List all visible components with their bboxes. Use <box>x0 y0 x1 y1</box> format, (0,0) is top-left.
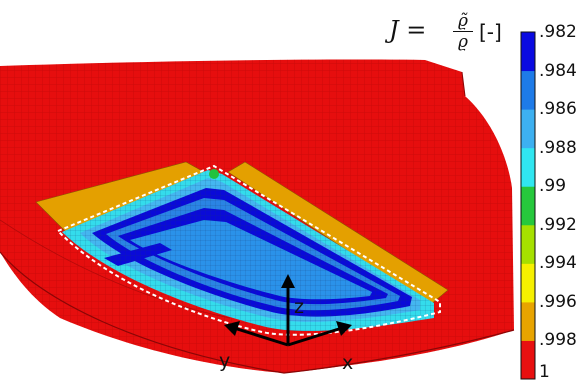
colorbar-tick-label: .986 <box>539 99 577 119</box>
x-axis-label: x <box>342 352 354 374</box>
coordinate-axes <box>224 274 352 347</box>
colorbar-segment <box>521 224 535 264</box>
dashed-boundary <box>57 164 441 336</box>
legend-formula: J = ϱ̃ ϱ [-] <box>383 12 513 52</box>
colorbar-segment <box>521 340 535 380</box>
colorbar-tick-label: 1 <box>539 362 550 382</box>
colorbar-segment <box>521 32 535 72</box>
colorbar-tick-label: .996 <box>539 291 577 312</box>
color-bar <box>520 31 536 380</box>
formula-lhs: J = <box>389 16 427 44</box>
colorbar-tick-label: .984 <box>539 60 577 81</box>
colorbar-tick-label: .988 <box>539 137 577 158</box>
formula-unit: [-] <box>479 20 502 44</box>
colorbar-tick-label: .994 <box>539 253 577 273</box>
colorbar-segment <box>521 147 535 187</box>
colorbar-tick-label: .998 <box>539 330 577 350</box>
colorbar-tick-label: .992 <box>539 214 577 235</box>
mesh-overlay <box>62 170 434 332</box>
green-hotspot <box>209 169 219 179</box>
formula-fraction-bar <box>453 31 473 32</box>
colorbar-tick-label: .982 <box>539 22 577 42</box>
x-axis-arrow <box>287 326 343 347</box>
y-axis-arrow <box>233 326 289 347</box>
formula-fraction: ϱ̃ ϱ <box>453 12 473 51</box>
colorbar-segment <box>521 70 535 110</box>
y-axis-label: y <box>219 350 231 372</box>
colorbar-tick-label: .99 <box>539 176 567 196</box>
z-axis-label: z <box>294 296 304 318</box>
formula-denominator: ϱ <box>458 32 468 52</box>
colorbar-segment <box>521 109 535 149</box>
colorbar-segment <box>521 263 535 303</box>
formula-numerator: ϱ̃ <box>458 11 468 31</box>
colorbar-segment <box>521 301 535 341</box>
colorbar-segment <box>521 186 535 226</box>
